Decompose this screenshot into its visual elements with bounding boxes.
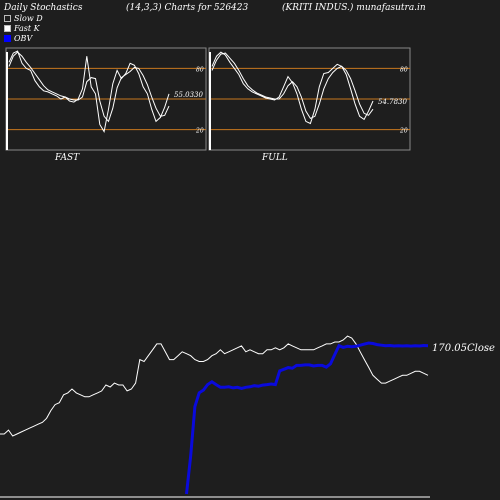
chart-params: (14,3,3) Charts for 526423	[126, 3, 249, 13]
fast-k-swatch	[4, 25, 11, 32]
last-value-label: 55.0330	[174, 91, 203, 99]
level-label: 20	[195, 128, 204, 135]
legend-label: Slow D	[14, 14, 43, 23]
level-label: 80	[400, 66, 408, 73]
series-line	[211, 52, 374, 120]
obv-line	[185, 341, 429, 495]
close-label: 170.05Close	[432, 343, 495, 354]
level-label: 20	[399, 128, 408, 135]
series-line	[8, 50, 170, 133]
slow-d-swatch	[4, 15, 11, 22]
close-line	[0, 335, 429, 437]
series-line	[8, 51, 170, 123]
last-value-label: 54.7830	[378, 98, 407, 106]
obv-swatch	[4, 35, 11, 42]
legend-label: Fast K	[14, 24, 40, 33]
legend-item-obv: OBV	[4, 34, 32, 43]
legend-label: OBV	[14, 34, 33, 43]
chart-title: Daily Stochastics	[4, 3, 83, 13]
company-label: (KRITI INDUS.) munafasutra.in	[282, 3, 426, 13]
full-panel-label: FULL	[262, 153, 288, 163]
series-line	[211, 51, 374, 125]
legend-item-slow-d: Slow D	[4, 14, 43, 23]
fast-panel-label: FAST	[55, 153, 80, 163]
level-label: 80	[196, 66, 204, 73]
legend-item-fast-k: Fast K	[4, 24, 40, 33]
